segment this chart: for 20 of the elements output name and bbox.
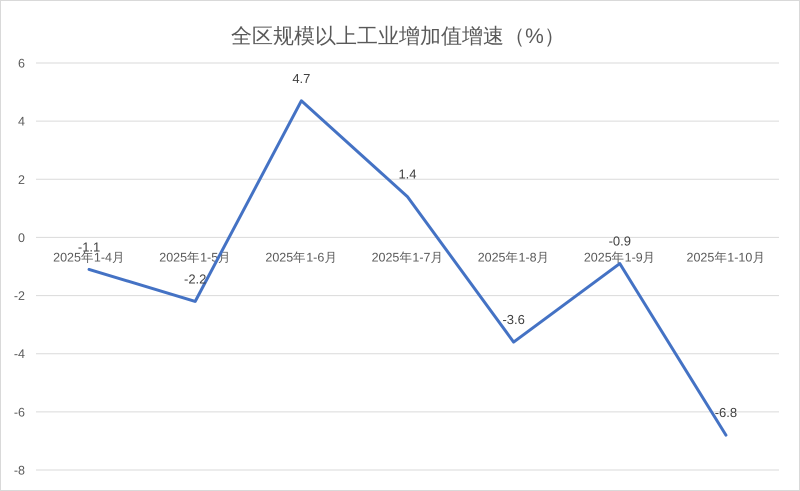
data-label: -6.8 xyxy=(714,405,738,420)
y-tick: -6 xyxy=(14,405,25,420)
y-tick: 6 xyxy=(18,56,25,70)
x-tick: 2025年1-6月 xyxy=(265,250,338,264)
y-tick: 2 xyxy=(18,172,25,187)
data-label: -2.2 xyxy=(184,271,206,286)
x-tick: 2025年1-7月 xyxy=(372,250,444,264)
x-tick: 2025年1-9月 xyxy=(584,250,656,264)
x-tick: 2025年1-8月 xyxy=(478,250,550,264)
data-label: -0.9 xyxy=(608,234,631,249)
title: 全区规模以上工业增加值增速（%） xyxy=(231,25,565,48)
y-tick: 0 xyxy=(18,230,25,245)
y-tick: -2 xyxy=(14,289,25,304)
data-label: 4.7 xyxy=(292,70,310,86)
data-label: 1.4 xyxy=(398,166,417,182)
data-label: -3.6 xyxy=(502,312,525,328)
y-tick: -4 xyxy=(14,347,25,362)
y-tick: 4 xyxy=(18,114,25,129)
x-tick: 2025年1-10月 xyxy=(686,250,766,264)
y-tick: -8 xyxy=(14,464,25,478)
